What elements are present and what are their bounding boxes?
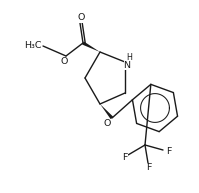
Polygon shape [82,41,100,52]
Text: O: O [77,14,85,23]
Text: H: H [126,53,132,63]
Text: N: N [124,60,131,69]
Text: O: O [103,119,111,128]
Text: H₃C: H₃C [24,41,42,49]
Text: F: F [166,147,172,157]
Polygon shape [100,104,113,119]
Text: F: F [122,152,128,162]
Text: O: O [60,57,68,65]
Text: F: F [146,163,152,173]
